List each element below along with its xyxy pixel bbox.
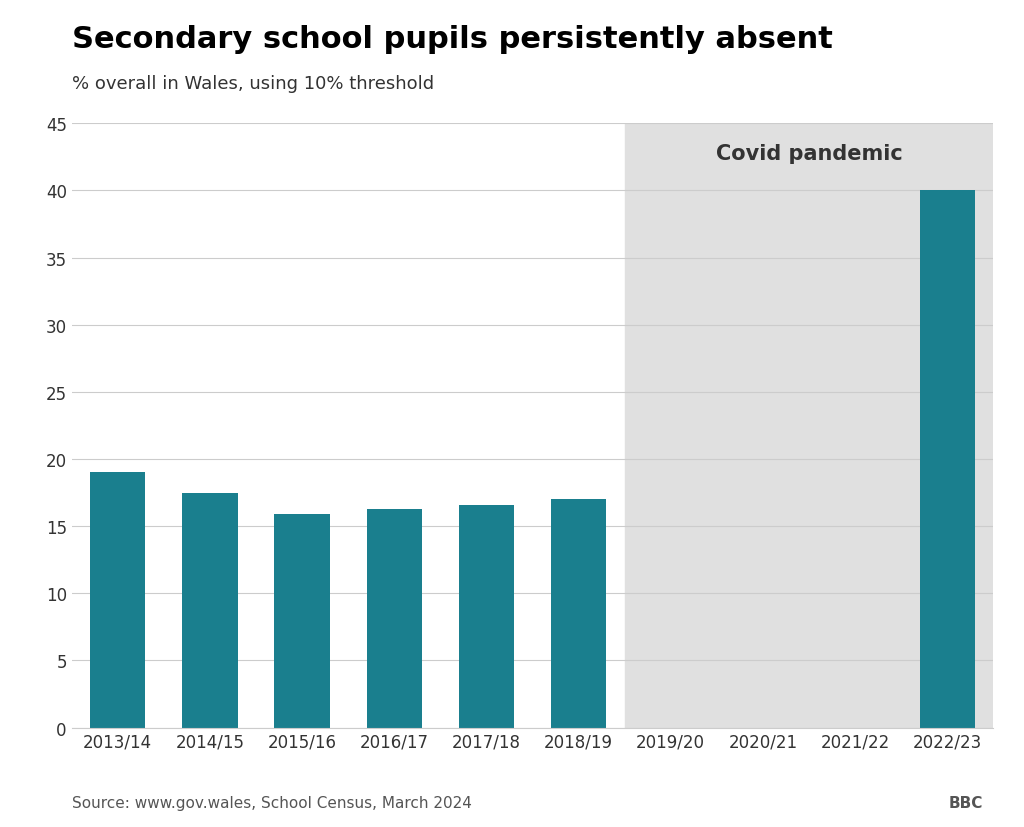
Text: Covid pandemic: Covid pandemic — [716, 144, 902, 164]
Bar — [920, 191, 975, 728]
Text: % overall in Wales, using 10% threshold: % overall in Wales, using 10% threshold — [72, 74, 434, 93]
Text: Source: www.gov.wales, School Census, March 2024: Source: www.gov.wales, School Census, Ma… — [72, 796, 472, 810]
Bar — [459, 505, 514, 728]
Bar — [182, 493, 238, 728]
Text: Secondary school pupils persistently absent: Secondary school pupils persistently abs… — [72, 25, 833, 54]
Bar — [367, 509, 422, 728]
Bar — [90, 473, 145, 728]
Bar — [274, 514, 330, 728]
Bar — [625, 124, 993, 728]
Text: BBC: BBC — [948, 796, 983, 810]
Bar — [551, 500, 606, 728]
